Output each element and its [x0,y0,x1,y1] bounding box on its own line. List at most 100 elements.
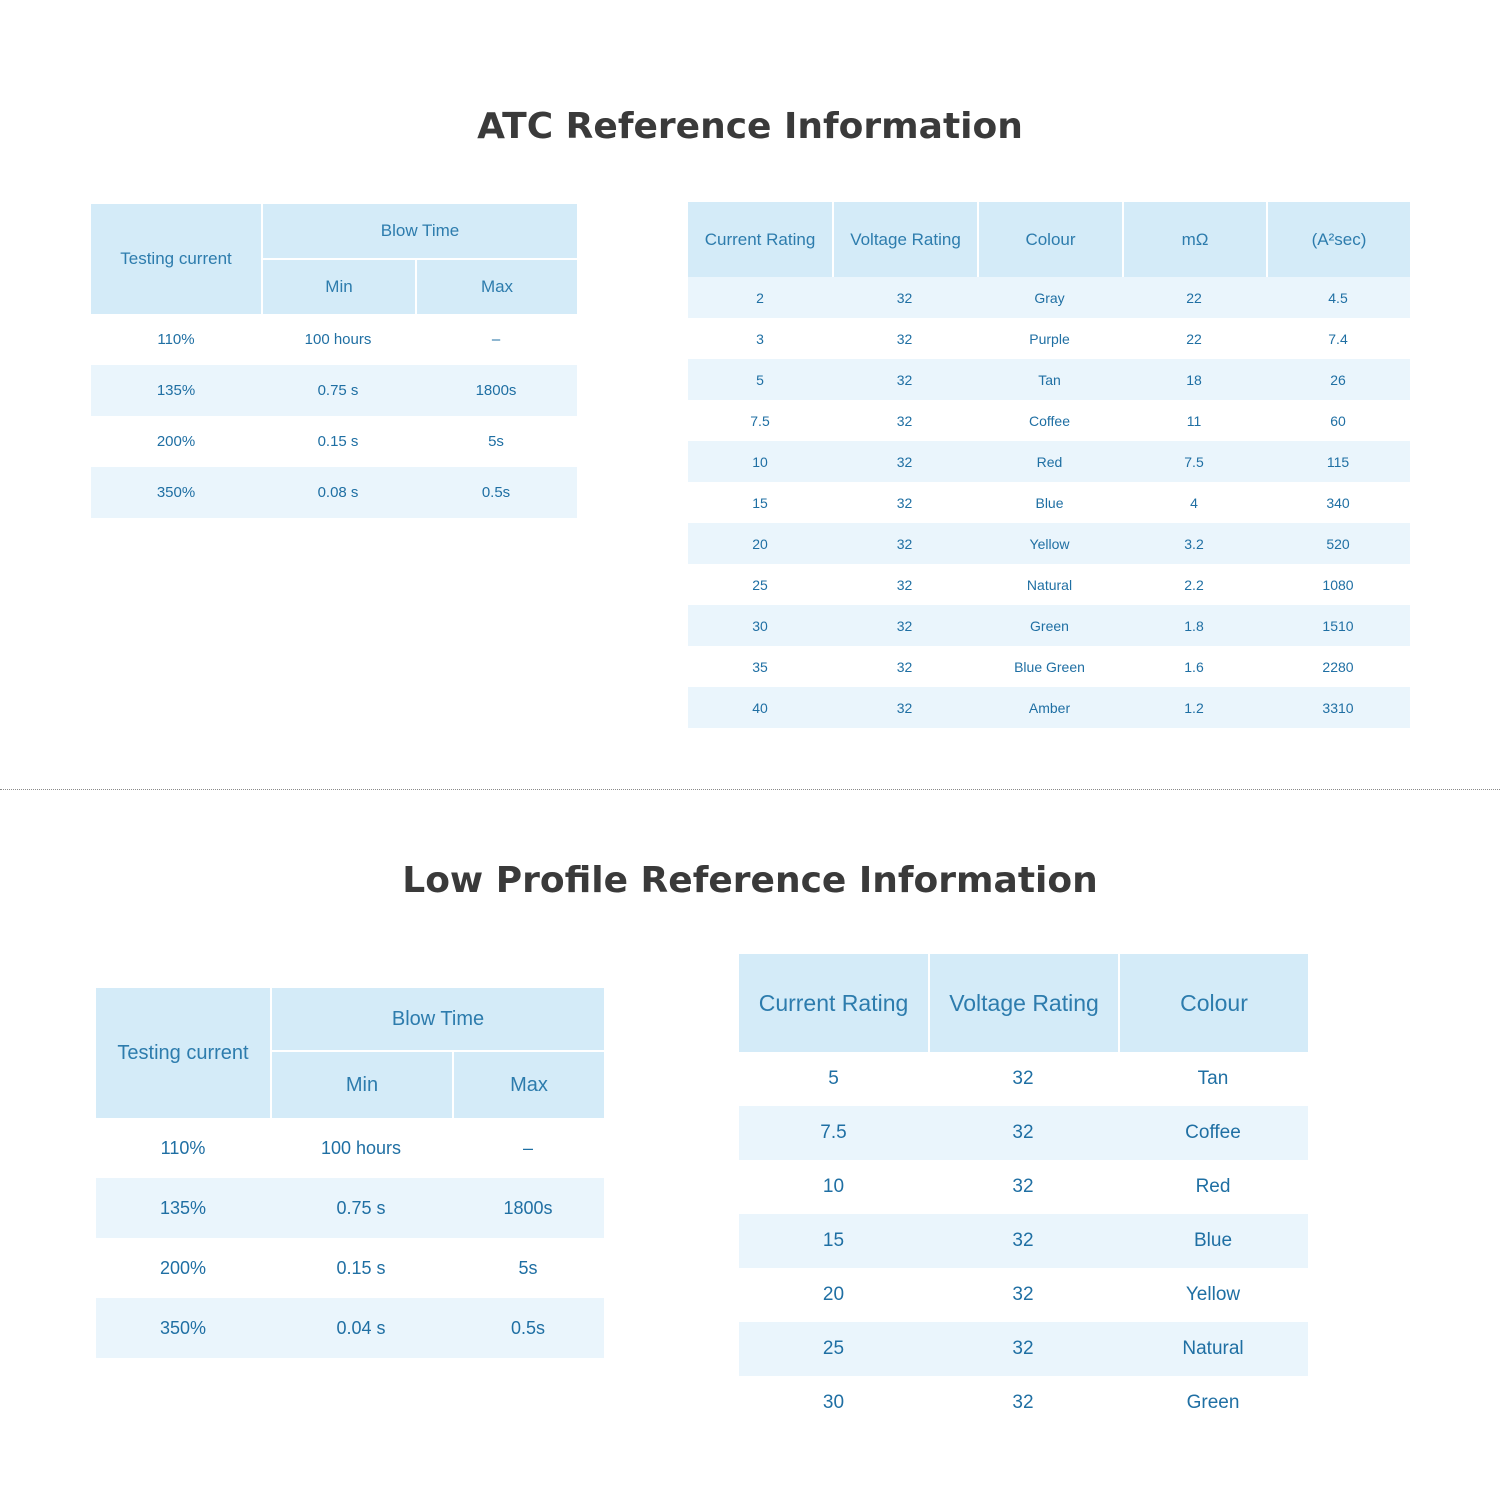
resistance-cell: 7.5 [1122,441,1266,482]
table-row: 15 32 Blue [739,1214,1308,1268]
voltage-rating-cell: 32 [832,687,977,728]
table-row: 30 32 Green [739,1376,1308,1430]
voltage-rating-cell: 32 [1012,1284,1034,1305]
voltage-rating-cell: 32 [832,523,977,564]
min-cell: 0.15 s [317,433,359,450]
colour-cell: Natural [1118,1322,1308,1376]
table-row: 40 32 Amber 1.2 3310 [688,687,1410,728]
current-rating-cell: 10 [822,1176,845,1197]
colour-cell: Natural [1026,576,1073,593]
i2t-cell: 115 [1266,441,1410,482]
current-rating-cell: 40 [688,687,832,728]
section-divider [0,789,1500,790]
low-profile-blow-time-table: Testing current Blow Time Min Max 110% 1… [96,988,604,1358]
atc-section-title: ATC Reference Information [477,106,1023,147]
voltage-rating-cell: 32 [896,576,913,593]
atc-blow-time-table: Testing current Blow Time Min Max 110% 1… [91,204,578,518]
current-rating-header: Current Rating [688,202,832,277]
current-rating-header: Current Rating [739,954,928,1052]
current-rating-cell: 10 [688,441,832,482]
voltage-rating-header: Voltage Rating [928,954,1118,1052]
current-rating-cell: 7.5 [739,1106,928,1160]
i2t-cell: 1510 [1266,605,1410,646]
table-row: 10 32 Red 7.5 115 [688,441,1410,482]
voltage-rating-cell: 32 [832,277,977,318]
testing-current-header: Testing current [91,204,261,314]
max-cell: 1800s [452,1178,604,1238]
testing-current-cell: 135% [96,1178,270,1238]
voltage-rating-cell: 32 [896,494,913,511]
blow-time-header: Blow Time [261,204,578,258]
table-row: 110% 100 hours – [91,314,577,365]
colour-cell: Purple [1029,330,1070,347]
current-rating-cell: 20 [822,1284,845,1305]
max-cell: 1800s [415,365,578,416]
table-row: 3 32 Purple 22 7.4 [688,318,1410,359]
max-header: Max [415,258,578,314]
i2t-cell: 1080 [1322,576,1354,593]
max-cell: 5s [518,1257,538,1278]
min-cell: 0.75 s [261,365,415,416]
table-row: 350% 0.08 s 0.5s [91,467,578,518]
max-cell: – [522,1137,533,1158]
i2t-cell: 2280 [1322,658,1354,675]
colour-header: Colour [977,202,1122,277]
testing-current-cell: 110% [157,331,195,348]
current-rating-cell: 30 [822,1392,845,1413]
table-row: 30 32 Green 1.8 1510 [688,605,1410,646]
resistance-cell: 1.2 [1122,687,1266,728]
resistance-cell: 1.8 [1122,605,1266,646]
voltage-rating-cell: 32 [832,441,977,482]
colour-cell: Green [977,605,1122,646]
testing-current-cell: 200% [159,1257,207,1278]
table-row: 25 32 Natural [739,1322,1308,1376]
colour-cell: Coffee [1118,1106,1308,1160]
colour-cell: Yellow [1185,1284,1241,1305]
min-cell: 100 hours [320,1137,402,1158]
min-header: Min [270,1050,452,1118]
current-rating-cell: 5 [688,359,832,400]
table-row: 7.5 32 Coffee [739,1106,1308,1160]
current-rating-cell: 25 [739,1322,928,1376]
min-cell: 0.75 s [270,1178,452,1238]
voltage-rating-cell: 32 [832,605,977,646]
colour-cell: Blue [1118,1214,1308,1268]
resistance-cell: 3.2 [1122,523,1266,564]
table-row: 25 32 Natural 2.2 1080 [688,564,1410,605]
max-cell: 0.5s [452,1298,604,1358]
min-cell: 100 hours [304,331,372,348]
testing-current-header: Testing current [96,988,270,1118]
colour-cell: Red [977,441,1122,482]
colour-cell: Amber [977,687,1122,728]
table-row: 15 32 Blue 4 340 [688,482,1410,523]
voltage-rating-cell: 32 [832,359,977,400]
resistance-cell: 1.6 [1184,658,1204,675]
table-row: 200% 0.15 s 5s [96,1238,604,1298]
current-rating-cell: 3 [756,330,764,347]
i2t-header: (A²sec) [1266,202,1410,277]
i2t-cell: 340 [1326,494,1350,511]
table-row: 5 32 Tan [739,1052,1308,1106]
resistance-cell: 4 [1190,494,1198,511]
resistance-header: mΩ [1122,202,1266,277]
colour-cell: Red [1195,1176,1231,1197]
voltage-rating-cell: 32 [1012,1392,1034,1413]
table-row: 110% 100 hours – [96,1118,604,1178]
colour-cell: Tan [1197,1068,1229,1089]
colour-cell: Blue [1035,494,1064,511]
current-rating-cell: 5 [828,1068,839,1089]
resistance-cell: 22 [1186,330,1202,347]
voltage-rating-cell: 32 [1012,1068,1034,1089]
i2t-cell: 520 [1266,523,1410,564]
voltage-rating-cell: 32 [928,1322,1118,1376]
table-row: 135% 0.75 s 1800s [96,1178,604,1238]
colour-cell: Tan [977,359,1122,400]
i2t-cell: 26 [1266,359,1410,400]
resistance-cell: 2.2 [1184,576,1204,593]
max-cell: 0.5s [415,467,578,518]
voltage-rating-cell: 32 [928,1106,1118,1160]
i2t-cell: 7.4 [1328,330,1348,347]
colour-cell: Blue Green [1014,658,1085,675]
current-rating-cell: 15 [752,494,768,511]
testing-current-cell: 135% [91,365,261,416]
